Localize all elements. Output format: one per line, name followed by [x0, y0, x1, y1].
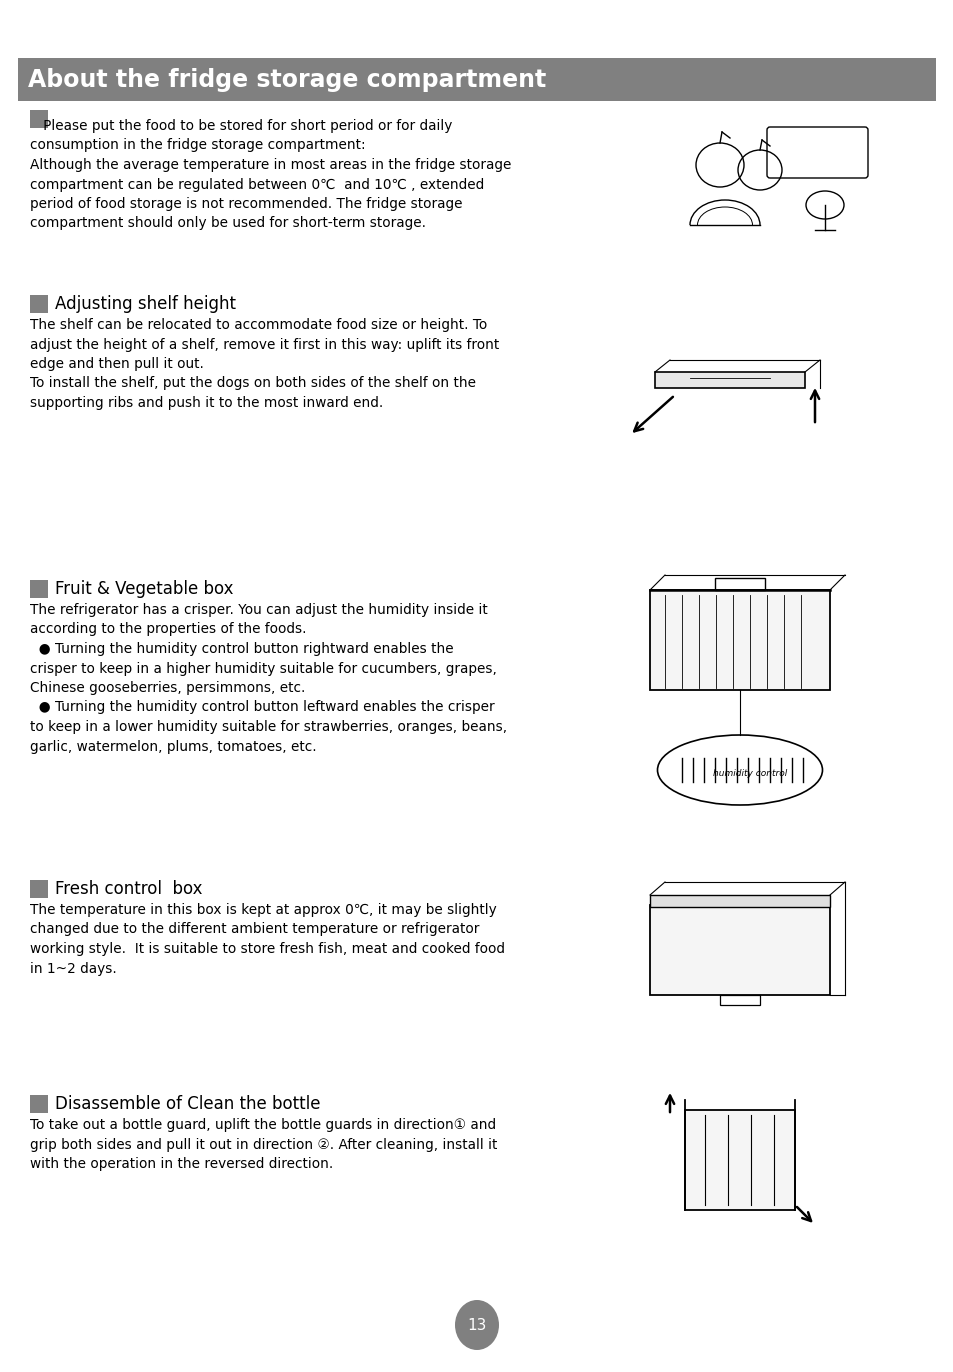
Bar	[30, 580, 48, 598]
Bar	[649, 590, 829, 690]
Bar	[649, 906, 829, 995]
Bar	[684, 1110, 794, 1210]
Text: Adjusting shelf height: Adjusting shelf height	[55, 295, 235, 313]
Bar	[649, 895, 829, 907]
Bar	[30, 110, 48, 128]
Bar	[720, 995, 760, 1006]
Text: Disassemble of Clean the bottle: Disassemble of Clean the bottle	[55, 1095, 320, 1113]
Text: Please put the food to be stored for short period or for daily
consumption in th: Please put the food to be stored for sho…	[30, 119, 511, 230]
Text: To take out a bottle guard, uplift the bottle guards in direction① and
grip both: To take out a bottle guard, uplift the b…	[30, 1118, 497, 1170]
Text: About the fridge storage compartment: About the fridge storage compartment	[28, 67, 546, 92]
Text: Fruit & Vegetable box: Fruit & Vegetable box	[55, 580, 233, 598]
Text: Fresh control  box: Fresh control box	[55, 879, 202, 899]
Bar	[30, 295, 48, 313]
Text: The shelf can be relocated to accommodate food size or height. To
adjust the hei: The shelf can be relocated to accommodat…	[30, 318, 498, 410]
Text: 13: 13	[467, 1317, 486, 1332]
Text: humidity control: humidity control	[712, 770, 786, 778]
Bar	[30, 1095, 48, 1113]
Ellipse shape	[455, 1301, 498, 1350]
Bar	[714, 578, 764, 590]
Text: The refrigerator has a crisper. You can adjust the humidity inside it
according : The refrigerator has a crisper. You can …	[30, 604, 507, 753]
Bar	[18, 58, 935, 102]
Bar	[30, 879, 48, 899]
Text: The temperature in this box is kept at approx 0℃, it may be slightly
changed due: The temperature in this box is kept at a…	[30, 903, 504, 975]
Bar	[655, 372, 804, 388]
